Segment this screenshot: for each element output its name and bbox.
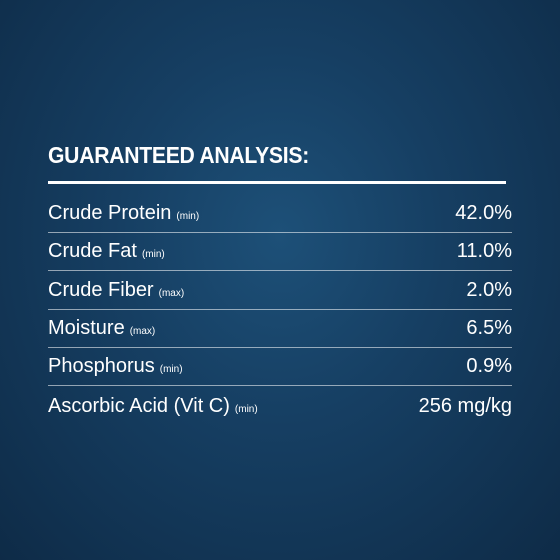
nutrient-name: Crude Fiber	[48, 278, 154, 301]
nutrient-label: Moisture (max)	[48, 317, 155, 340]
nutrient-qualifier: (min)	[141, 248, 165, 260]
analysis-row: Moisture (max) 6.5%	[48, 309, 512, 348]
analysis-row: Crude Protein (min) 42.0%	[48, 194, 512, 233]
nutrient-qualifier: (min)	[176, 210, 200, 222]
nutrient-label: Phosphorus (min)	[48, 355, 183, 378]
nutrient-value: 256 mg/kg	[418, 394, 512, 417]
nutrient-value: 11.0%	[456, 239, 512, 262]
analysis-row: Ascorbic Acid (Vit C) (min) 256 mg/kg	[48, 387, 512, 425]
nutrient-name: Moisture	[48, 316, 125, 339]
nutrient-label: Crude Fiber (max)	[48, 279, 184, 302]
nutrient-qualifier: (min)	[159, 363, 183, 375]
nutrient-label: Crude Protein (min)	[48, 202, 199, 225]
title-rule	[48, 181, 506, 184]
nutrient-value: 2.0%	[466, 278, 512, 301]
analysis-row: Crude Fiber (max) 2.0%	[48, 271, 512, 310]
nutrient-name: Ascorbic Acid (Vit C)	[48, 394, 230, 417]
nutrient-name: Crude Protein	[48, 201, 172, 224]
nutrient-value: 6.5%	[466, 316, 512, 339]
nutrient-value: 42.0%	[455, 201, 512, 224]
nutrient-qualifier: (max)	[129, 325, 156, 337]
analysis-row: Phosphorus (min) 0.9%	[48, 347, 512, 386]
nutrient-qualifier: (max)	[158, 287, 185, 299]
nutrient-value: 0.9%	[466, 354, 512, 377]
nutrient-label: Ascorbic Acid (Vit C) (min)	[48, 395, 258, 418]
title: GUARANTEED ANALYSIS:	[48, 142, 309, 168]
nutrient-qualifier: (min)	[234, 403, 258, 415]
nutrient-name: Crude Fat	[48, 239, 137, 262]
nutrient-label: Crude Fat (min)	[48, 240, 165, 263]
analysis-row: Crude Fat (min) 11.0%	[48, 232, 512, 271]
nutrient-name: Phosphorus	[48, 354, 155, 377]
